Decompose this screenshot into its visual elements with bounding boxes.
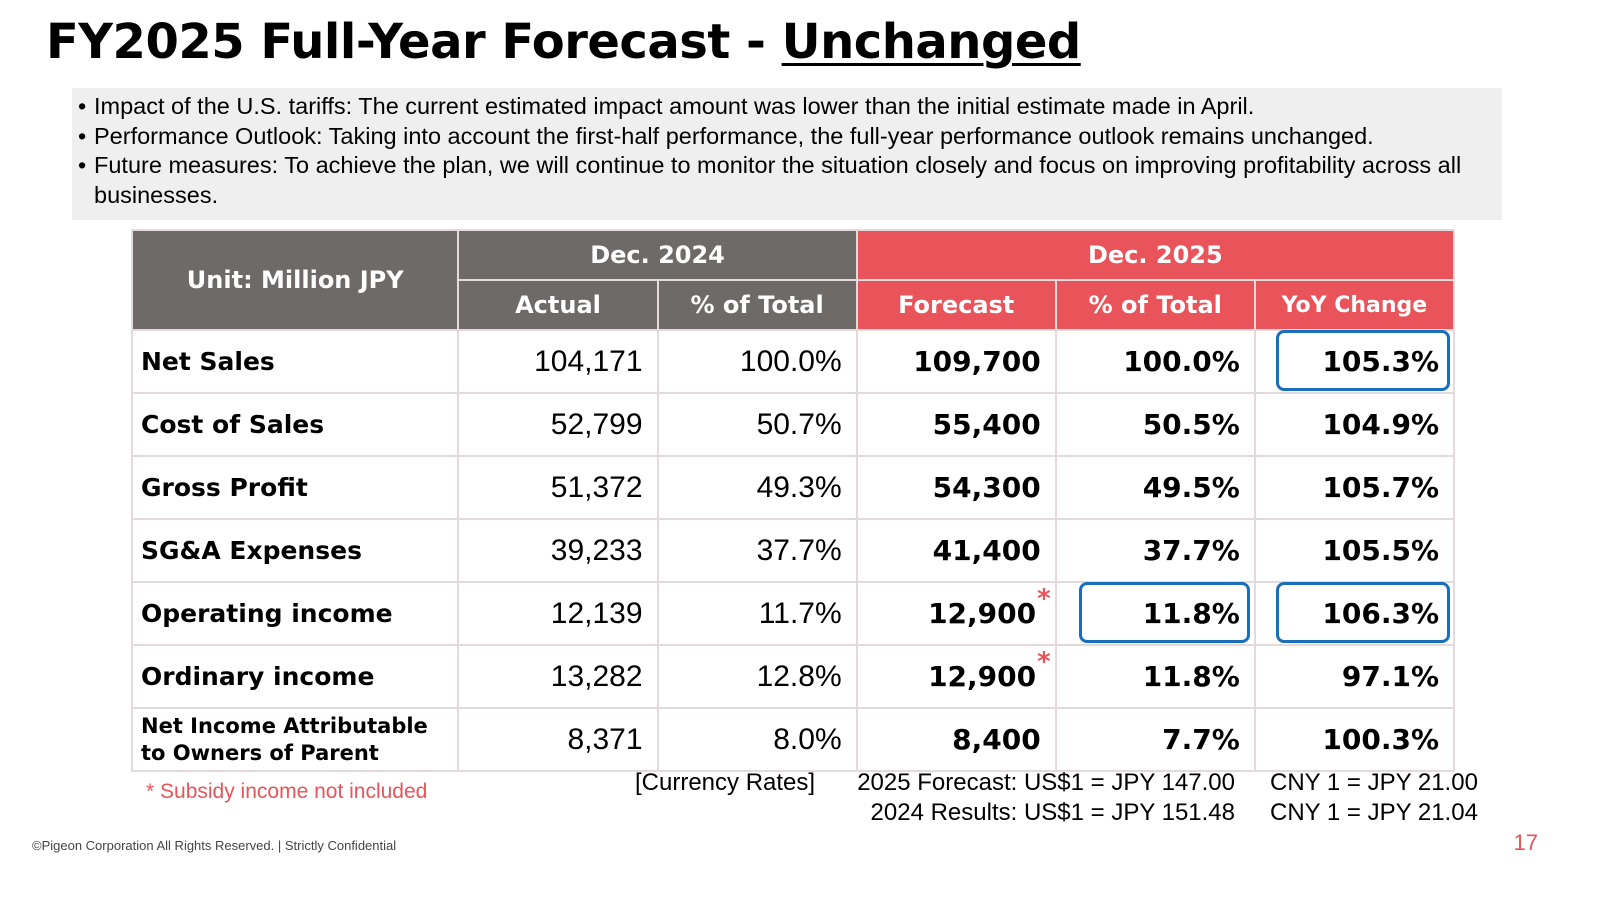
actual-cell: 51,372 xyxy=(457,455,659,520)
forecast-value: 12,900 xyxy=(928,660,1037,693)
pct-2025-cell: 100.0% xyxy=(1054,329,1256,394)
table-row: Gross Profit 51,372 49.3% 54,300 49.5% 1… xyxy=(130,455,1456,520)
actual-cell: 8,371 xyxy=(457,707,659,772)
row-label: Operating income xyxy=(130,581,460,646)
yoy-cell: 105.5% xyxy=(1253,518,1456,583)
yoy-value: 105.3% xyxy=(1322,345,1439,378)
forecast-cell: 12,900* xyxy=(855,581,1057,646)
page-title: FY2025 Full-Year Forecast - Unchanged xyxy=(46,14,1081,70)
pct-2024-cell: 49.3% xyxy=(656,455,858,520)
group-header-2025: Dec. 2025 xyxy=(855,229,1456,281)
pct-2025-cell: 11.8% xyxy=(1054,644,1256,709)
pct-2025-value: 11.8% xyxy=(1142,597,1240,630)
table-row: Net Income Attributable to Owners of Par… xyxy=(130,707,1456,772)
currency-rates-cny: CNY 1 = JPY 21.00 CNY 1 = JPY 21.04 xyxy=(1270,768,1478,828)
pct-2024-cell: 100.0% xyxy=(656,329,858,394)
pct-2025-cell: 7.7% xyxy=(1054,707,1256,772)
bullet-text: Impact of the U.S. tariffs: The current … xyxy=(94,93,1255,119)
col-header-actual: Actual xyxy=(457,279,659,331)
row-label: Cost of Sales xyxy=(130,392,460,457)
rate-results-usd: 2024 Results: US$1 = JPY 151.48 xyxy=(870,799,1235,826)
table-row: Operating income 12,139 11.7% 12,900* 11… xyxy=(130,581,1456,646)
pct-2024-cell: 12.8% xyxy=(656,644,858,709)
table-row: Net Sales 104,171 100.0% 109,700 100.0% … xyxy=(130,329,1456,394)
yoy-cell: 105.7% xyxy=(1253,455,1456,520)
col-header-pct-2025: % of Total xyxy=(1054,279,1256,331)
pct-2025-cell: 50.5% xyxy=(1054,392,1256,457)
row-label: Net Income Attributable to Owners of Par… xyxy=(130,707,460,772)
table-row: Cost of Sales 52,799 50.7% 55,400 50.5% … xyxy=(130,392,1456,457)
page-number: 17 xyxy=(1513,830,1538,855)
subsidy-note: * Subsidy income not included xyxy=(146,780,428,803)
forecast-table: Unit: Million JPY Dec. 2024 Dec. 2025 Ac… xyxy=(130,229,1456,772)
col-header-forecast: Forecast xyxy=(855,279,1057,331)
rate-forecast-usd: 2025 Forecast: US$1 = JPY 147.00 xyxy=(857,769,1235,796)
asterisk-mark: * xyxy=(1037,647,1051,677)
rate-results-cny: CNY 1 = JPY 21.04 xyxy=(1270,799,1478,826)
row-label: Gross Profit xyxy=(130,455,460,520)
currency-rates-usd: 2025 Forecast: US$1 = JPY 147.00 2024 Re… xyxy=(855,768,1235,828)
row-label: Ordinary income xyxy=(130,644,460,709)
group-header-2024: Dec. 2024 xyxy=(457,229,858,281)
copyright-footer: ©Pigeon Corporation All Rights Reserved.… xyxy=(32,838,397,853)
yoy-cell: 104.9% xyxy=(1253,392,1456,457)
row-label: SG&A Expenses xyxy=(130,518,460,583)
summary-box: • Impact of the U.S. tariffs: The current… xyxy=(72,88,1502,220)
page-title-prefix: FY2025 Full-Year Forecast - xyxy=(46,14,782,70)
forecast-cell: 54,300 xyxy=(855,455,1057,520)
yoy-cell: 105.3% xyxy=(1253,329,1456,394)
forecast-value: 12,900 xyxy=(928,597,1037,630)
table-row: SG&A Expenses 39,233 37.7% 41,400 37.7% … xyxy=(130,518,1456,583)
unit-header: Unit: Million JPY xyxy=(130,229,460,331)
actual-cell: 13,282 xyxy=(457,644,659,709)
pct-2024-cell: 37.7% xyxy=(656,518,858,583)
actual-cell: 39,233 xyxy=(457,518,659,583)
pct-2025-cell: 49.5% xyxy=(1054,455,1256,520)
pct-2024-cell: 50.7% xyxy=(656,392,858,457)
actual-cell: 12,139 xyxy=(457,581,659,646)
bullet-text: Performance Outlook: Taking into account… xyxy=(94,122,1374,149)
yoy-value: 106.3% xyxy=(1322,597,1439,630)
bullet-item: • Impact of the U.S. tariffs: The current… xyxy=(78,92,1494,122)
currency-rates-label: [Currency Rates] xyxy=(635,769,816,796)
pct-2024-cell: 8.0% xyxy=(656,707,858,772)
row-label: Net Sales xyxy=(130,329,460,394)
asterisk-mark: * xyxy=(1037,584,1051,614)
col-header-yoy: YoY Change xyxy=(1253,279,1456,331)
pct-2025-cell: 11.8% xyxy=(1054,581,1256,646)
yoy-cell: 97.1% xyxy=(1253,644,1456,709)
actual-cell: 52,799 xyxy=(457,392,659,457)
pct-2024-cell: 11.7% xyxy=(656,581,858,646)
rate-forecast-cny: CNY 1 = JPY 21.00 xyxy=(1270,769,1478,796)
forecast-cell: 8,400 xyxy=(855,707,1057,772)
forecast-cell: 109,700 xyxy=(855,329,1057,394)
yoy-cell: 100.3% xyxy=(1253,707,1456,772)
yoy-cell: 106.3% xyxy=(1253,581,1456,646)
bullet-item: • Performance Outlook: Taking into accoun… xyxy=(78,122,1494,152)
bullet-text: Future measures: To achieve the plan, we… xyxy=(94,152,1462,208)
forecast-cell: 41,400 xyxy=(855,518,1057,583)
actual-cell: 104,171 xyxy=(457,329,659,394)
forecast-cell: 55,400 xyxy=(855,392,1057,457)
table-row: Ordinary income 13,282 12.8% 12,900* 11.… xyxy=(130,644,1456,709)
col-header-pct-2024: % of Total xyxy=(656,279,858,331)
forecast-cell: 12,900* xyxy=(855,644,1057,709)
page-title-emphasis: Unchanged xyxy=(781,14,1082,70)
bullet-item: • Future measures: To achieve the plan, w… xyxy=(78,151,1494,210)
pct-2025-cell: 37.7% xyxy=(1054,518,1256,583)
